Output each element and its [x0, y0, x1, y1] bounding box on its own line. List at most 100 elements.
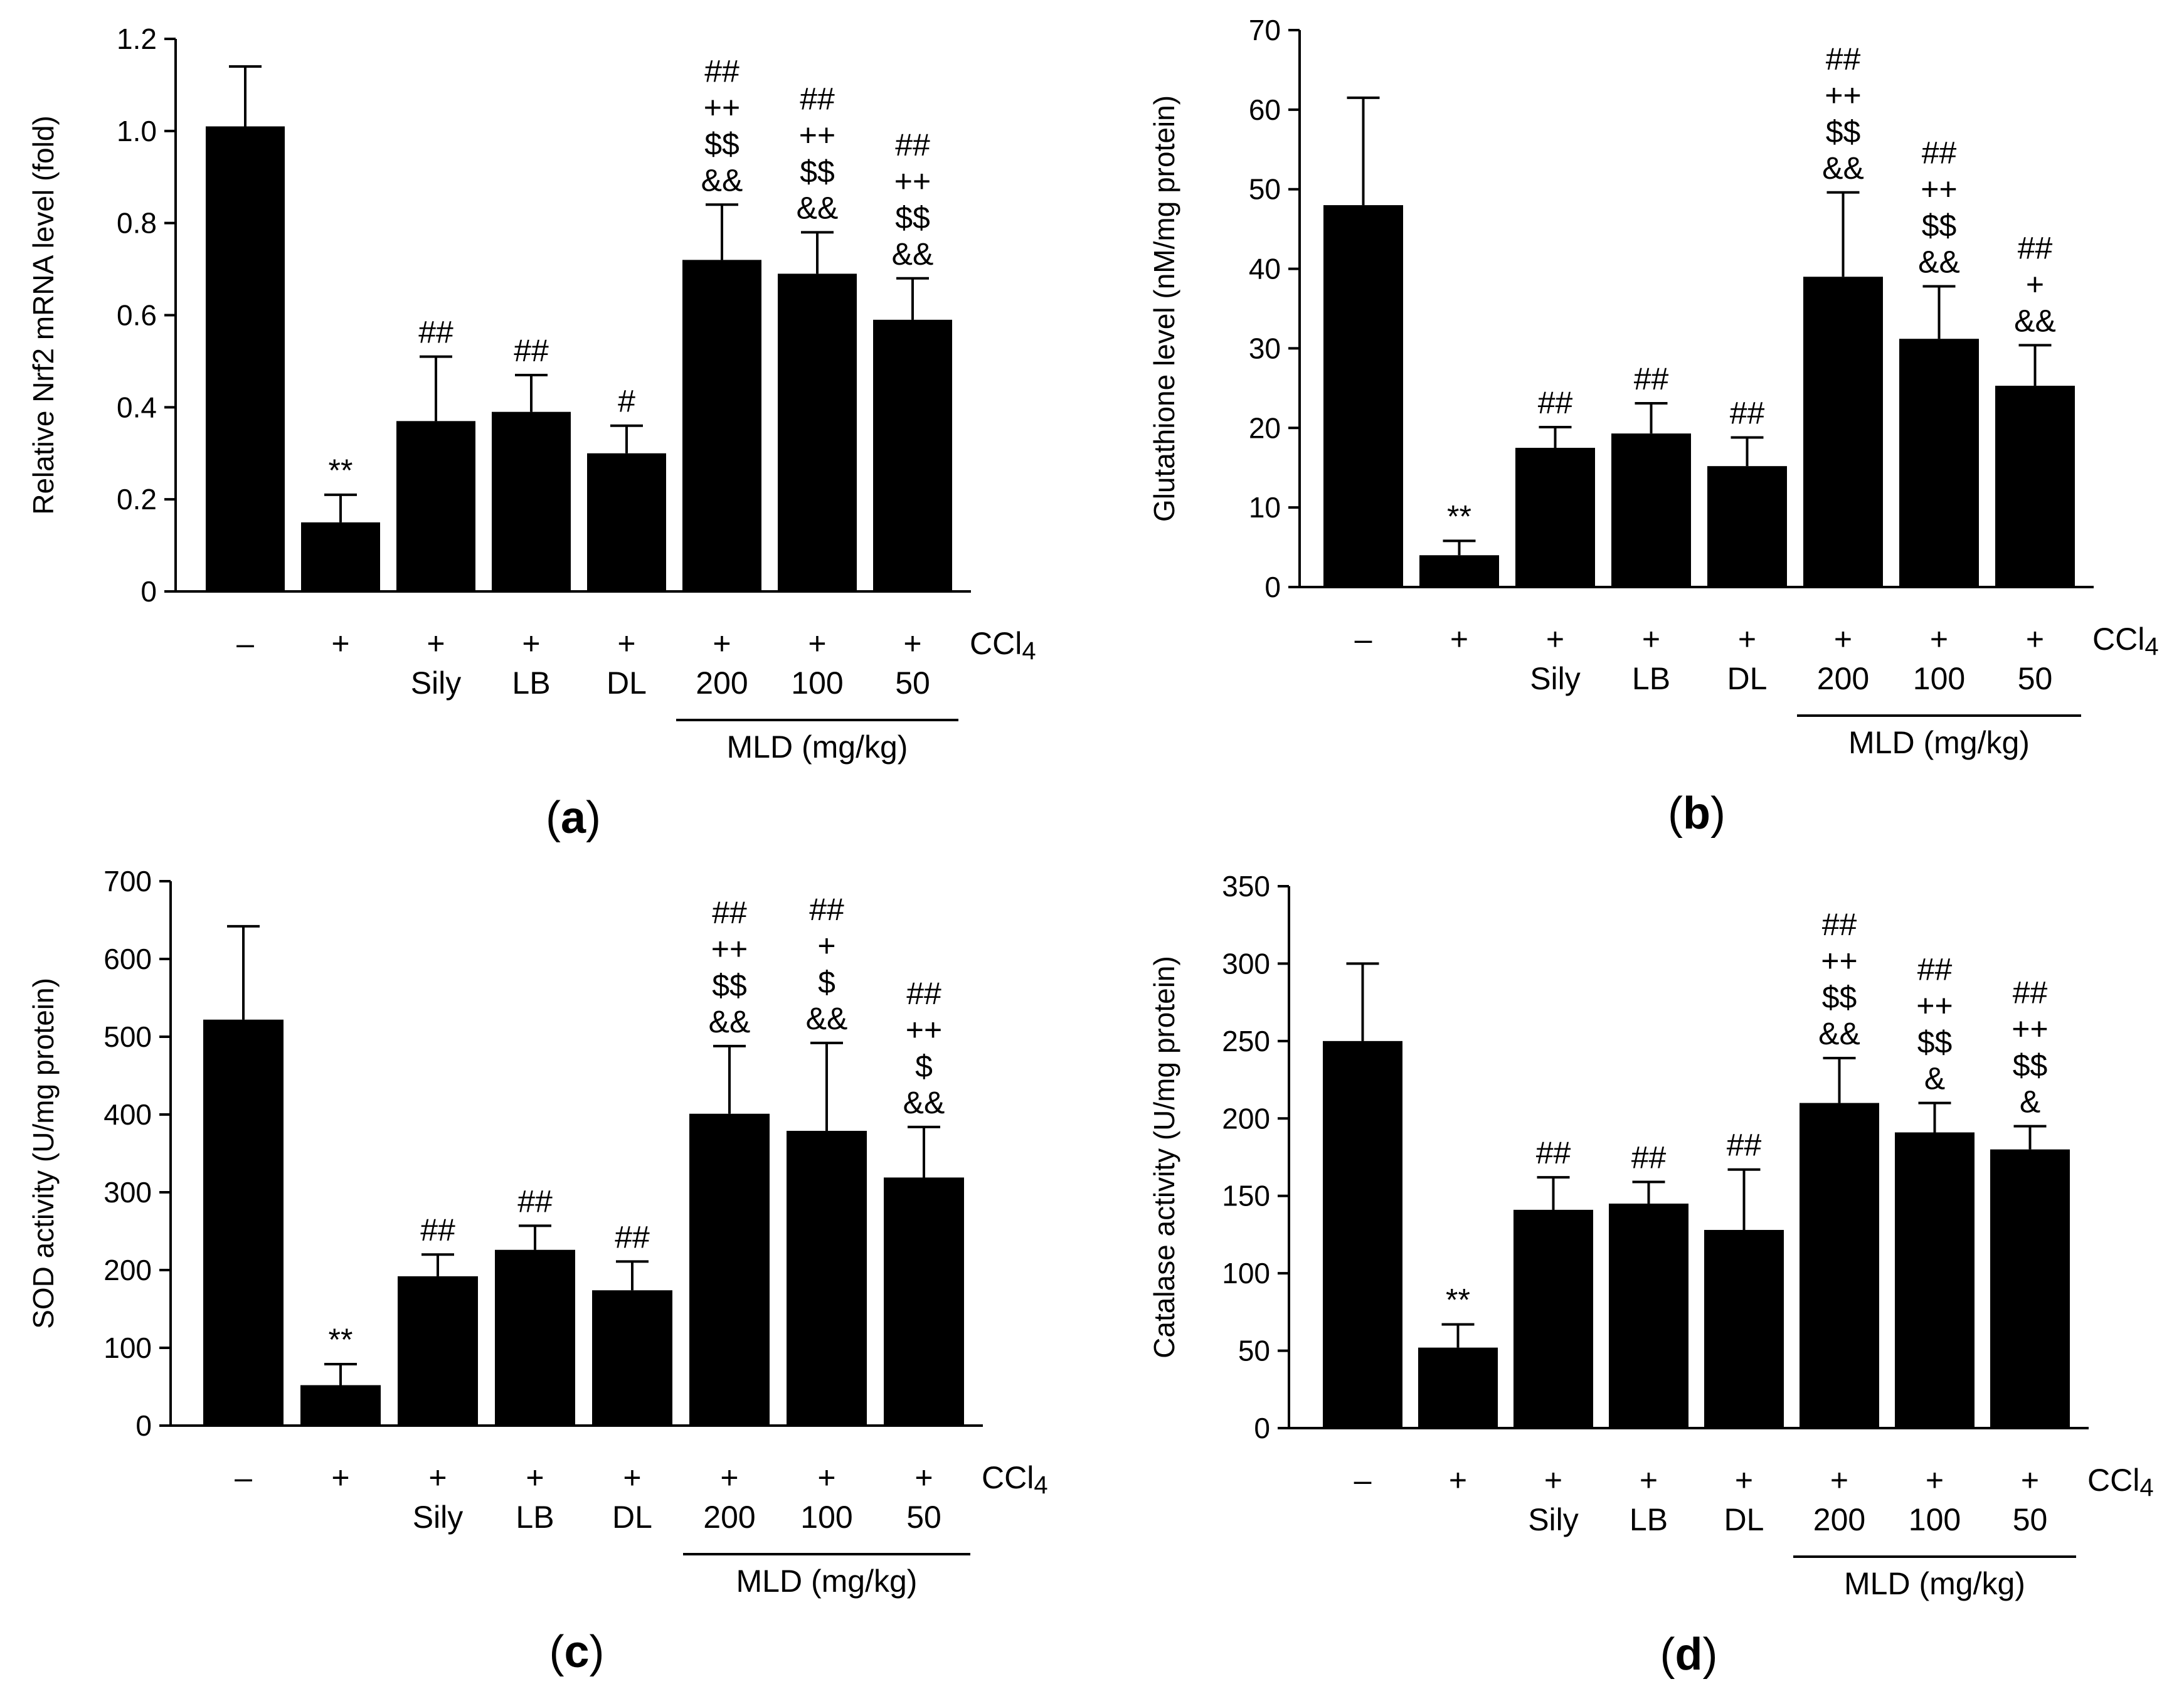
y-tick-label: 300	[1222, 947, 1270, 980]
bar-lb	[1611, 433, 1691, 587]
y-tick-label: 20	[1249, 411, 1281, 444]
significance-mark: ++	[1821, 943, 1857, 978]
significance-mark: ##	[906, 976, 941, 1011]
bar-mld-50	[1990, 1149, 2070, 1428]
significance-mark: ++	[2012, 1012, 2048, 1047]
bar-control	[1323, 205, 1403, 588]
y-tick-label: 0.4	[117, 391, 157, 423]
y-tick-label: 0	[135, 1409, 152, 1442]
ccl4-indicator: +	[720, 1460, 738, 1495]
panel-letter-text: b	[1683, 788, 1710, 839]
panel-letter: (b)	[1668, 788, 1725, 839]
significance-mark: &	[1924, 1061, 1945, 1096]
bar-mld-100	[787, 1131, 867, 1426]
ccl4-indicator: –	[236, 626, 254, 661]
y-tick-label: 350	[1222, 870, 1270, 903]
panel-letter-open: (	[1668, 788, 1683, 839]
y-tick-label: 100	[103, 1332, 152, 1364]
bar-ccl4	[1419, 555, 1499, 587]
significance-mark: ##	[1634, 361, 1669, 396]
significance-mark: $	[818, 965, 835, 1000]
significance-mark: &&	[2014, 303, 2056, 338]
bar-ccl4	[300, 1385, 381, 1426]
bar-dl	[1707, 466, 1787, 587]
treatment-label: 100	[800, 1500, 852, 1535]
significance-mark: ##	[2018, 230, 2053, 265]
significance-mark: ##	[1538, 385, 1573, 420]
bar-mld-200	[682, 260, 761, 591]
y-tick-label: 500	[103, 1020, 152, 1053]
treatment-label: DL	[612, 1500, 652, 1535]
significance-mark: ##	[800, 81, 835, 116]
significance-mark: $$	[1826, 114, 1861, 149]
significance-mark: #	[618, 384, 635, 419]
y-tick-label: 0	[140, 575, 157, 608]
significance-mark: ##	[712, 895, 747, 930]
bar-sily	[1515, 448, 1595, 587]
ccl4-indicator: +	[1738, 622, 1756, 657]
ccl4-indicator: +	[1735, 1463, 1753, 1498]
bar-sily	[398, 1276, 478, 1426]
panel-letter-open: (	[1660, 1629, 1675, 1680]
treatment-label: Sily	[413, 1500, 464, 1535]
significance-mark: $$	[1922, 208, 1957, 243]
y-tick-label: 1.2	[117, 23, 157, 55]
ccl4-indicator: +	[903, 626, 921, 661]
y-tick-label: 60	[1249, 93, 1281, 126]
y-tick-label: 200	[1222, 1102, 1270, 1135]
y-tick-label: 200	[103, 1254, 152, 1286]
ccl4-indicator: +	[808, 626, 826, 661]
ccl4-indicator: +	[1640, 1463, 1658, 1498]
significance-mark: ++	[1916, 988, 1953, 1024]
bar-mld-200	[689, 1113, 770, 1426]
panel-letter-close: )	[1702, 1629, 1717, 1680]
ccl4-label-text: CCl	[2087, 1463, 2139, 1498]
ccl4-indicator: +	[331, 626, 349, 661]
significance-mark: ##	[420, 1212, 455, 1247]
treatment-label: 200	[1817, 661, 1869, 696]
significance-mark: $$	[2013, 1048, 2048, 1083]
panel-letter-close: )	[1710, 788, 1725, 839]
treatment-label: DL	[1727, 661, 1768, 696]
y-tick-label: 1.0	[117, 115, 157, 147]
ccl4-label: CCl4	[970, 626, 1036, 665]
y-axis-label: Glutathione level (nM/mg protein)	[1148, 95, 1180, 522]
significance-mark: &&	[797, 190, 839, 225]
bar-control	[206, 126, 285, 591]
y-tick-label: 700	[103, 865, 152, 898]
panel-letter-text: a	[561, 793, 586, 843]
significance-mark: **	[1447, 499, 1471, 534]
mld-group-label: MLD (mg/kg)	[727, 729, 908, 765]
significance-mark: &&	[709, 1004, 751, 1039]
ccl4-indicator: +	[526, 1460, 544, 1495]
ccl4-label-text: CCl	[982, 1460, 1034, 1495]
bar-mld-50	[1995, 386, 2075, 587]
chart-panel-b: 0 10 20 30 40 50 60 70 Glutathione level (nM/mg …	[1148, 14, 2159, 839]
ccl4-indicator: +	[2021, 1463, 2039, 1498]
bar-lb	[1609, 1204, 1688, 1428]
treatment-label: LB	[512, 665, 550, 701]
treatment-label: 100	[1909, 1502, 1961, 1537]
significance-mark: $$	[704, 126, 739, 161]
treatment-label: Sily	[1528, 1502, 1579, 1537]
significance-mark: $	[915, 1049, 933, 1084]
significance-mark: ##	[895, 127, 930, 162]
treatment-label: 100	[1913, 661, 1965, 696]
treatment-label: LB	[1630, 1502, 1668, 1537]
significance-mark: $$	[1917, 1025, 1953, 1060]
significance-mark: $$	[712, 968, 747, 1003]
treatment-label: 50	[2018, 661, 2053, 696]
ccl4-indicator: +	[427, 626, 445, 661]
panel-letter-text: c	[564, 1627, 589, 1677]
significance-mark: ++	[906, 1012, 942, 1047]
panel-letter: (d)	[1660, 1629, 1718, 1680]
ccl4-indicator: –	[1354, 1463, 1372, 1498]
ccl4-indicator: +	[522, 626, 540, 661]
y-tick-label: 100	[1222, 1257, 1270, 1289]
panel-letter: (a)	[546, 793, 601, 843]
significance-mark: &&	[1822, 151, 1864, 186]
y-tick-label: 10	[1249, 491, 1281, 524]
significance-mark: ##	[615, 1219, 650, 1254]
y-tick-label: 30	[1249, 332, 1281, 364]
significance-mark: **	[329, 453, 353, 488]
